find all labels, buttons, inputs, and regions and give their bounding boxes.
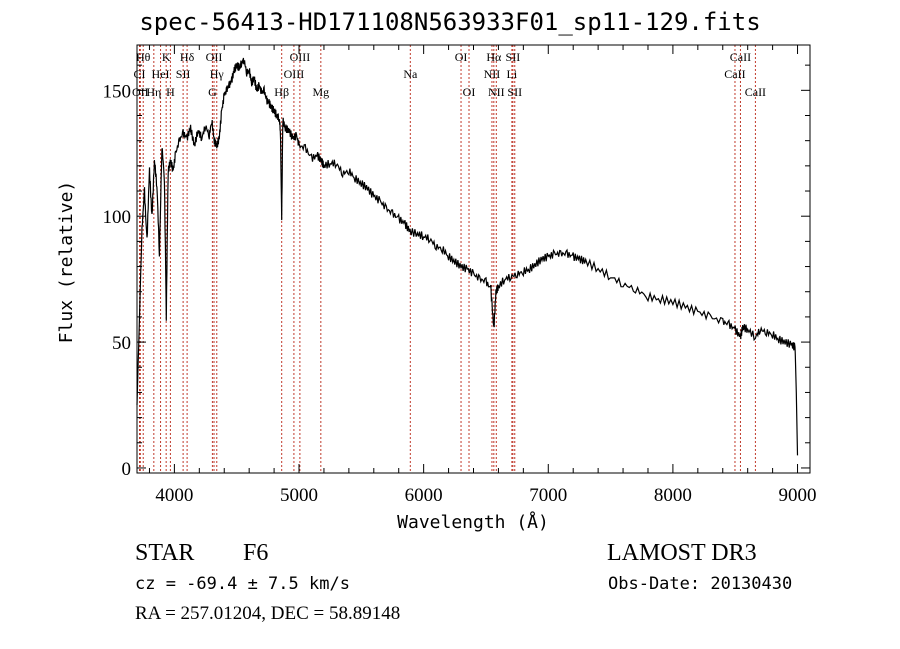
x-tick-label: 8000 — [654, 485, 692, 506]
spectral-line-label: CaII — [745, 85, 766, 99]
y-tick-label: 50 — [112, 333, 131, 354]
spectral-line-label: Hα — [486, 50, 502, 64]
spectral-line-label: G — [208, 85, 217, 99]
object-type: STAR — [135, 540, 195, 566]
redshift-cz: cz = -69.4 ± 7.5 km/s — [135, 574, 350, 594]
coordinates: RA = 257.01204, DEC = 58.89148 — [135, 603, 401, 624]
x-axis-label: Wavelength (Å) — [397, 511, 549, 533]
spectral-line-label: Hδ — [180, 50, 195, 64]
spectral-line-label: SII — [176, 67, 191, 81]
plot-frame — [136, 44, 811, 474]
spectral-line-label: HeI — [152, 67, 170, 81]
y-tick-label: 0 — [122, 459, 132, 480]
spectral-line-label: CaII — [724, 67, 745, 81]
y-axis-label: Flux (relative) — [56, 181, 77, 344]
x-tick-label: 5000 — [280, 485, 318, 506]
spectral-line-label: Na — [403, 67, 418, 81]
y-tick-label: 100 — [103, 207, 132, 228]
spectral-line-label: Li — [507, 67, 518, 81]
spectral-line-label: H — [166, 85, 175, 99]
chart-title: spec-56413-HD171108N563933F01_sp11-129.f… — [139, 8, 761, 36]
x-tick-label: 6000 — [405, 485, 443, 506]
spectral-line-label: Hη — [146, 85, 161, 99]
x-tick-label: 4000 — [155, 485, 193, 506]
spectral-line-label: Hθ — [136, 50, 151, 64]
spectral-line-label: Hγ — [210, 67, 225, 81]
spectral-line-label: Mg — [312, 85, 329, 99]
spectral-line-label: OI — [455, 50, 468, 64]
observation-date: Obs-Date: 20130430 — [608, 574, 793, 594]
spectral-line-label: CI — [133, 67, 145, 81]
survey-name: LAMOST DR3 — [607, 540, 757, 566]
spectral-line-label: NII — [488, 85, 505, 99]
y-tick-label: 150 — [103, 81, 132, 102]
spectral-line-label: Hβ — [274, 85, 289, 99]
spectral-line-label: OII — [132, 85, 149, 99]
spectral-line-label: OII — [206, 50, 223, 64]
spectrum-series-line — [136, 57, 799, 456]
spectral-line-label: CaII — [730, 50, 751, 64]
spectral-line-label: OIII — [290, 50, 311, 64]
x-tick-label: 9000 — [779, 485, 817, 506]
spectral-line-label: K — [162, 50, 171, 64]
spectral-line-label: OIII — [284, 67, 305, 81]
spectral-line-label: SII — [507, 85, 522, 99]
x-tick-label: 7000 — [529, 485, 567, 506]
spectral-line-label: NII — [484, 67, 501, 81]
spectral-line-label: OI — [463, 85, 476, 99]
spectral-line-label: SII — [506, 50, 521, 64]
spectral-subclass: F6 — [243, 540, 269, 566]
